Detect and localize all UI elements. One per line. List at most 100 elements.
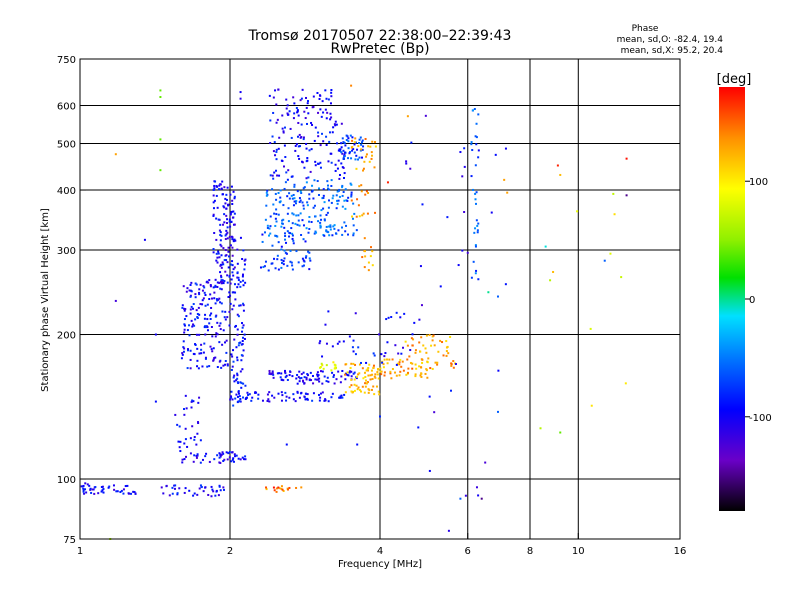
- data-point: [352, 202, 355, 205]
- data-point: [282, 379, 285, 382]
- data-point: [212, 358, 215, 361]
- data-point: [319, 226, 322, 229]
- data-point: [330, 116, 333, 119]
- data-point: [196, 493, 199, 496]
- data-point: [463, 211, 466, 213]
- data-point: [213, 184, 216, 187]
- data-point: [293, 183, 296, 186]
- data-point: [221, 451, 224, 454]
- data-point: [281, 394, 284, 397]
- data-point: [342, 149, 345, 152]
- data-point: [334, 169, 337, 172]
- data-point: [302, 138, 305, 141]
- data-point: [305, 181, 308, 184]
- data-point: [474, 244, 477, 247]
- data-point: [233, 223, 236, 226]
- data-point: [296, 109, 299, 112]
- data-point: [365, 369, 368, 372]
- data-point: [620, 276, 623, 279]
- data-point: [218, 485, 221, 488]
- data-point: [280, 258, 283, 261]
- data-point: [336, 190, 339, 193]
- data-point: [288, 192, 291, 195]
- data-point: [477, 113, 480, 116]
- data-point: [329, 152, 332, 155]
- data-point: [184, 427, 187, 430]
- data-point: [337, 199, 340, 202]
- data-point: [229, 212, 232, 215]
- data-point: [232, 274, 235, 277]
- data-point: [364, 250, 367, 253]
- data-point: [195, 309, 198, 312]
- data-point: [114, 299, 117, 302]
- data-point: [317, 374, 320, 377]
- data-point: [288, 110, 291, 113]
- data-point: [360, 148, 363, 151]
- data-point: [344, 378, 347, 381]
- data-point: [227, 452, 230, 455]
- data-point: [353, 143, 356, 146]
- data-point: [350, 370, 353, 373]
- data-point: [230, 185, 233, 188]
- data-point: [452, 366, 455, 369]
- data-point: [341, 205, 344, 208]
- data-point: [188, 289, 191, 292]
- data-point: [474, 245, 477, 248]
- data-point: [322, 194, 325, 197]
- data-point: [224, 270, 227, 273]
- data-point: [212, 213, 215, 216]
- data-point: [282, 130, 285, 133]
- data-point: [82, 487, 85, 490]
- data-point: [332, 374, 335, 377]
- data-point: [279, 189, 282, 192]
- data-point: [236, 313, 239, 316]
- data-point: [334, 163, 337, 166]
- data-point: [339, 381, 342, 384]
- data-point: [355, 167, 358, 170]
- data-point: [325, 213, 328, 216]
- data-point: [206, 280, 209, 283]
- data-point: [368, 363, 371, 366]
- data-point: [238, 304, 241, 307]
- data-point: [362, 169, 365, 172]
- data-point: [215, 314, 218, 317]
- colorbar-tick-label: -100: [749, 413, 772, 424]
- data-point: [475, 269, 478, 272]
- data-point: [194, 318, 197, 321]
- data-point: [349, 150, 351, 153]
- data-point: [446, 216, 449, 219]
- data-point: [201, 458, 204, 461]
- data-point: [350, 199, 353, 202]
- data-point: [362, 212, 365, 215]
- data-point: [342, 158, 345, 160]
- data-point: [352, 234, 355, 237]
- data-point: [219, 301, 222, 304]
- data-point: [197, 401, 200, 404]
- data-point: [217, 252, 220, 255]
- data-point: [314, 215, 317, 218]
- data-point: [188, 334, 191, 337]
- data-point: [466, 251, 469, 254]
- data-point: [192, 400, 195, 403]
- data-point: [303, 395, 306, 398]
- data-point: [319, 221, 322, 224]
- data-point: [305, 378, 308, 381]
- data-point: [143, 238, 146, 241]
- data-point: [190, 290, 193, 293]
- data-point: [212, 201, 215, 204]
- data-point: [302, 187, 305, 190]
- data-point: [271, 262, 274, 265]
- data-point: [419, 265, 422, 268]
- data-point: [307, 176, 310, 179]
- data-point: [173, 484, 176, 487]
- data-point: [217, 494, 220, 497]
- data-point: [212, 248, 215, 251]
- data-point: [298, 133, 301, 136]
- data-point: [200, 348, 203, 351]
- data-point: [405, 162, 408, 165]
- data-point: [506, 191, 509, 194]
- data-point: [324, 89, 327, 92]
- data-point: [159, 138, 162, 141]
- data-point: [352, 224, 355, 227]
- data-point: [268, 369, 271, 372]
